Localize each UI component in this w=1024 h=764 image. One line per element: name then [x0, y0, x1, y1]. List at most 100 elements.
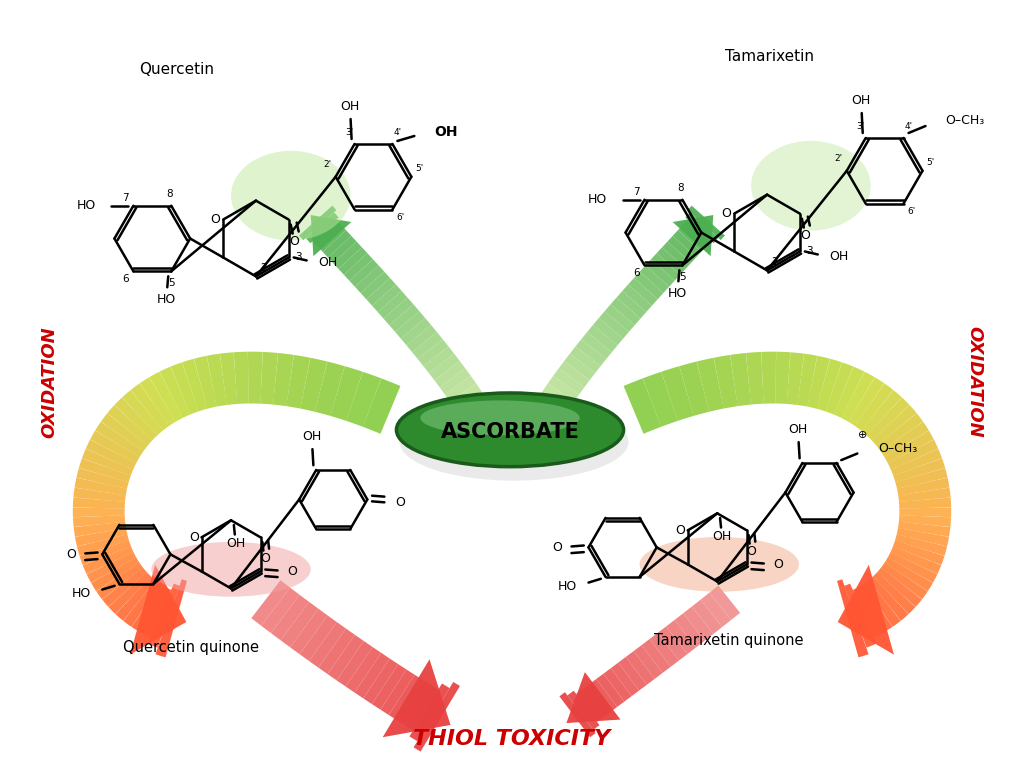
Polygon shape: [460, 399, 492, 423]
Text: 6': 6': [396, 213, 404, 222]
Polygon shape: [434, 361, 465, 387]
Polygon shape: [389, 304, 419, 332]
Polygon shape: [683, 607, 714, 641]
Polygon shape: [893, 540, 944, 565]
Polygon shape: [575, 339, 606, 366]
Polygon shape: [688, 206, 725, 240]
Text: OXIDATION: OXIDATION: [966, 326, 983, 438]
Polygon shape: [593, 318, 624, 345]
Text: O: O: [721, 207, 731, 220]
Polygon shape: [885, 558, 933, 591]
Ellipse shape: [152, 542, 310, 597]
Polygon shape: [407, 325, 437, 352]
Text: Quercetin quinone: Quercetin quinone: [123, 639, 259, 655]
Polygon shape: [673, 230, 701, 257]
Polygon shape: [798, 354, 817, 406]
Polygon shape: [590, 679, 617, 712]
Text: O: O: [260, 552, 270, 565]
Polygon shape: [281, 602, 318, 647]
Polygon shape: [866, 397, 909, 441]
Polygon shape: [891, 546, 941, 574]
Polygon shape: [610, 297, 640, 325]
Text: HO: HO: [72, 587, 91, 600]
Text: OH: OH: [340, 99, 359, 112]
Polygon shape: [300, 358, 328, 412]
Polygon shape: [762, 351, 776, 403]
Text: O: O: [287, 565, 297, 578]
Polygon shape: [548, 376, 579, 402]
Text: 6: 6: [633, 268, 640, 278]
Polygon shape: [848, 377, 885, 426]
Polygon shape: [567, 691, 599, 730]
Polygon shape: [384, 297, 414, 325]
Polygon shape: [817, 359, 842, 412]
Polygon shape: [413, 332, 442, 359]
Polygon shape: [75, 478, 127, 495]
Polygon shape: [139, 377, 176, 426]
Text: O: O: [189, 531, 199, 544]
Text: O–CH₃: O–CH₃: [879, 442, 918, 455]
Polygon shape: [109, 572, 151, 614]
Text: 4': 4': [904, 121, 912, 131]
Text: 6: 6: [122, 274, 129, 284]
Polygon shape: [323, 230, 351, 257]
Polygon shape: [538, 391, 569, 416]
Polygon shape: [333, 241, 361, 269]
Polygon shape: [82, 449, 133, 476]
Text: OH: OH: [318, 256, 338, 269]
Polygon shape: [679, 361, 709, 416]
Polygon shape: [899, 497, 951, 509]
Text: OH: OH: [226, 537, 246, 550]
Polygon shape: [349, 259, 379, 286]
Polygon shape: [410, 684, 450, 741]
Polygon shape: [80, 540, 131, 565]
Polygon shape: [86, 439, 136, 470]
Polygon shape: [675, 613, 705, 648]
Polygon shape: [643, 372, 678, 427]
Polygon shape: [898, 522, 950, 536]
Polygon shape: [692, 600, 722, 634]
Ellipse shape: [231, 151, 350, 241]
Polygon shape: [372, 664, 407, 710]
Polygon shape: [331, 366, 362, 421]
Text: ⊕: ⊕: [858, 429, 867, 439]
Polygon shape: [317, 225, 346, 252]
Polygon shape: [87, 552, 136, 583]
Text: OXIDATION: OXIDATION: [41, 326, 58, 438]
Polygon shape: [306, 212, 339, 243]
Polygon shape: [310, 215, 351, 256]
Polygon shape: [74, 487, 126, 502]
Polygon shape: [673, 215, 714, 256]
Polygon shape: [642, 639, 671, 673]
Polygon shape: [861, 390, 902, 435]
Polygon shape: [318, 629, 355, 674]
Text: HO: HO: [558, 580, 578, 593]
Polygon shape: [700, 593, 731, 627]
Polygon shape: [451, 384, 481, 409]
Polygon shape: [825, 362, 853, 415]
Polygon shape: [344, 253, 373, 281]
Text: HO: HO: [588, 193, 606, 206]
Polygon shape: [885, 431, 934, 463]
Text: 5: 5: [679, 272, 686, 282]
Polygon shape: [130, 565, 186, 655]
Polygon shape: [131, 384, 169, 431]
Polygon shape: [624, 378, 662, 434]
Polygon shape: [685, 212, 718, 243]
Polygon shape: [649, 633, 679, 667]
Polygon shape: [77, 468, 129, 489]
Text: 2: 2: [772, 257, 778, 267]
Polygon shape: [328, 635, 364, 681]
Polygon shape: [233, 351, 249, 404]
Polygon shape: [346, 372, 381, 427]
Polygon shape: [662, 366, 693, 421]
Polygon shape: [577, 689, 603, 722]
Polygon shape: [381, 669, 415, 715]
Text: 5': 5': [927, 158, 935, 167]
Polygon shape: [195, 356, 217, 409]
Polygon shape: [645, 259, 675, 286]
Polygon shape: [96, 562, 143, 599]
Text: Tamarixetin: Tamarixetin: [725, 49, 813, 63]
Text: 7: 7: [122, 193, 129, 202]
Polygon shape: [160, 367, 190, 418]
